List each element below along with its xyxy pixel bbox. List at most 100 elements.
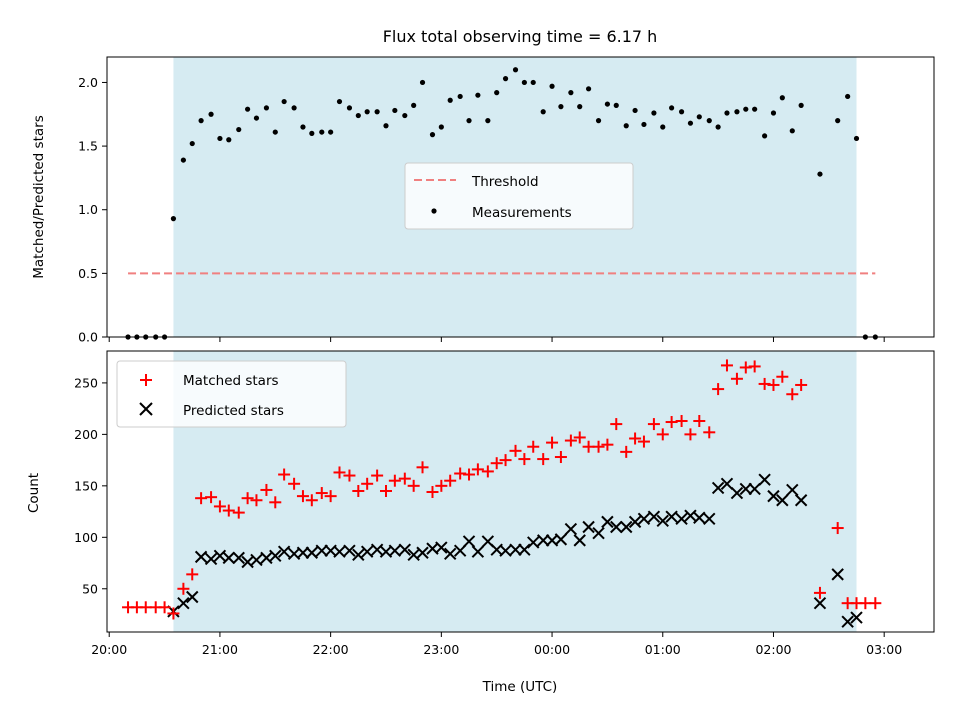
predicted-star-point (177, 596, 190, 610)
bottom-y-axis-label: Count (26, 473, 42, 513)
predicted-star-point (813, 596, 827, 610)
predicted-star-point (647, 510, 661, 523)
measurement-point (494, 90, 500, 96)
measurement-point (383, 123, 389, 129)
matched-star-point (795, 378, 808, 391)
matched-star-point (656, 428, 669, 441)
predicted-star-point (222, 551, 235, 565)
measurement-point (245, 106, 251, 112)
predicted-star-point (232, 551, 245, 565)
predicted-star-point (554, 533, 568, 546)
matched-star-point (426, 486, 439, 499)
measurement-point (779, 95, 785, 101)
predicted-star-point (675, 512, 688, 525)
top-panel: 0.0 0.5 1.0 1.5 2.0 Flux total observing tim… (31, 27, 935, 345)
predicted-star-point (536, 534, 550, 547)
measurement-point (208, 111, 214, 117)
top-legend: Threshold Measurements (404, 162, 634, 230)
measurement-point (623, 123, 629, 129)
measurement-point (309, 130, 315, 136)
predicted-star-point (776, 494, 789, 507)
measurement-point (300, 124, 306, 130)
measurement-point (540, 109, 546, 115)
matched-star-point (546, 436, 559, 449)
predicted-star-point (204, 552, 218, 566)
matched-star-point (333, 466, 346, 479)
bottom-x-tick-label: 20:00 (91, 642, 127, 657)
bottom-x-axis-label: Time (UTC) (482, 679, 558, 695)
matched-star-point (288, 477, 301, 490)
matched-star-point (490, 457, 503, 470)
bottom-y-tick-label: 100 (74, 530, 98, 545)
measurement-point (770, 110, 777, 116)
measurement-point (687, 120, 694, 126)
measurement-point (281, 98, 287, 105)
measurement-point (475, 92, 481, 98)
measurement-point (762, 133, 768, 139)
top-y-ticks: 0.0 0.5 1.0 1.5 2.0 (78, 75, 107, 345)
matched-star-point (158, 601, 171, 614)
bottom-x-tick-label: 00:00 (534, 642, 570, 657)
measurement-point (402, 112, 408, 119)
predicted-star-point (471, 545, 485, 558)
measurement-point (752, 106, 758, 112)
measurement-point (502, 76, 509, 82)
bottom-x-tick-label: 02:00 (755, 642, 791, 657)
predicted-star-point (786, 483, 799, 497)
bottom-y-ticks: 50 100 150 200 250 (74, 375, 107, 596)
matched-star-point (167, 607, 180, 620)
measurement-point (392, 107, 398, 114)
top-y-tick-label: 1.0 (78, 202, 98, 217)
matched-star-point (720, 359, 733, 372)
matched-star-point (675, 414, 688, 427)
matched-star-point (703, 426, 716, 439)
measurement-point (457, 93, 463, 100)
top-y-axis-label: Matched/Predicted stars (31, 115, 47, 278)
bottom-panel: 50 100 150 200 250 20:00 21:00 22:00 23:00 00:00… (26, 350, 935, 695)
matched-star-point (564, 434, 577, 447)
matched-star-point (416, 461, 429, 474)
predicted-star-point (315, 544, 328, 557)
matched-star-point (739, 361, 752, 374)
predicted-star-point (352, 548, 365, 562)
matched-star-point (471, 463, 484, 476)
measurement-point (217, 135, 223, 142)
predicted-star-point (499, 544, 512, 557)
matched-star-point (315, 487, 328, 500)
predicted-star-point (564, 522, 578, 536)
matched-star-point (869, 597, 882, 610)
matched-star-point (250, 494, 263, 507)
predicted-star-point (194, 550, 208, 564)
matched-stars-points (122, 359, 882, 620)
measurement-point (724, 110, 730, 116)
predicted-star-point (850, 611, 863, 624)
predicted-star-point (620, 520, 633, 534)
matched-star-point (269, 496, 282, 509)
predicted-star-point (186, 590, 199, 604)
matched-star-point (213, 500, 226, 513)
measurement-point (272, 129, 278, 135)
predicted-star-point (509, 543, 522, 556)
predicted-star-point (527, 536, 540, 549)
matched-star-point (222, 504, 235, 517)
measurement-point (835, 118, 841, 124)
top-y-tick-label: 0.0 (78, 330, 98, 345)
predicted-star-point (831, 568, 844, 581)
measurement-point (669, 105, 675, 111)
measurement-point (715, 124, 721, 130)
measurement-point (291, 105, 297, 111)
matched-star-point (758, 377, 771, 390)
predicted-star-point (269, 549, 282, 563)
measurement-point (512, 67, 519, 73)
legend-predicted-swatch (139, 402, 153, 416)
matched-star-point (186, 568, 199, 581)
bottom-x-ticks: 20:00 21:00 22:00 23:00 00:00 01:00 02:00 03:00 (91, 632, 902, 657)
measurement-point (585, 86, 592, 92)
measurement-point (374, 109, 380, 115)
measurement-point (328, 129, 334, 135)
top-y-tick-label: 1.5 (78, 139, 98, 154)
measurement-point (355, 112, 361, 119)
bottom-x-tick-label: 23:00 (423, 642, 459, 657)
predicted-star-point (841, 615, 854, 628)
